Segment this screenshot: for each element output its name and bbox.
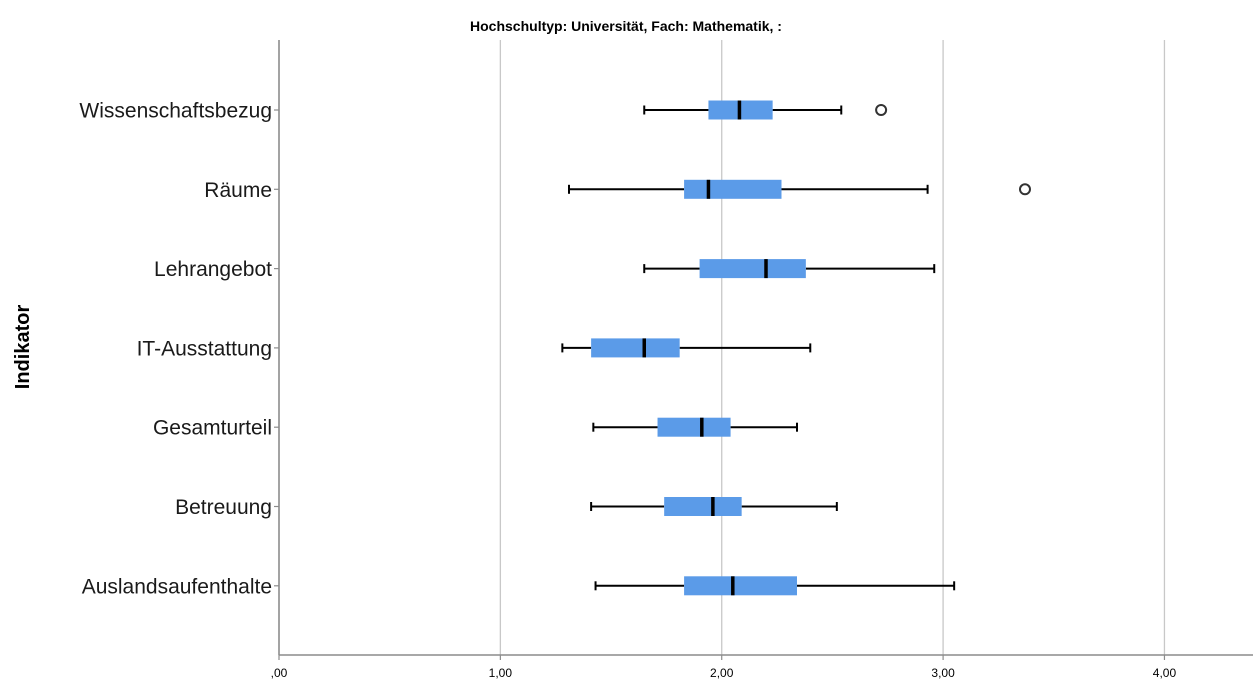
box-iqr <box>657 417 731 437</box>
box-iqr <box>591 338 680 358</box>
outlier-point <box>875 104 888 116</box>
box-iqr <box>684 179 782 199</box>
category-labels: Wissenschaftsbezug Räume Lehrangebot IT-Aus… <box>79 100 279 598</box>
category-label: Auslandsaufenthalte <box>82 575 272 598</box>
x-tick-label: 4,00 <box>1153 666 1177 680</box>
y-axis-title: Indikator <box>12 305 34 390</box>
chart-title: Hochschultyp: Universität, Fach: Mathema… <box>470 18 782 34</box>
box-iqr <box>699 259 806 279</box>
category-label: Räume <box>204 179 272 202</box>
category-label: Gesamturteil <box>153 417 272 440</box>
x-tick-label: 1,00 <box>489 666 513 680</box>
box-lehrangebot <box>643 259 936 279</box>
box-betreuung <box>590 497 838 516</box>
category-label: Wissenschaftsbezug <box>79 100 272 123</box>
box-wissenschaftsbezug <box>643 100 888 120</box>
box-it-ausstattung <box>561 338 812 358</box>
x-tick-labels: ,00 1,00 2,00 3,00 4,00 <box>271 655 1177 680</box>
box-iqr <box>684 576 797 596</box>
box-auslandsaufenthalte <box>594 576 956 596</box>
category-label: Lehrangebot <box>154 258 272 281</box>
box-r-ume <box>567 179 1031 199</box>
gridlines <box>499 40 1166 655</box>
box-gesamturteil <box>592 417 798 437</box>
category-label: IT-Ausstattung <box>137 337 272 360</box>
category-label: Betreuung <box>175 496 272 519</box>
box-iqr <box>664 497 742 516</box>
boxplot-series <box>561 100 1031 596</box>
outlier-point <box>1018 183 1031 196</box>
x-tick-label: ,00 <box>271 666 288 680</box>
x-tick-label: 2,00 <box>710 666 734 680</box>
x-tick-label: 3,00 <box>931 666 955 680</box>
